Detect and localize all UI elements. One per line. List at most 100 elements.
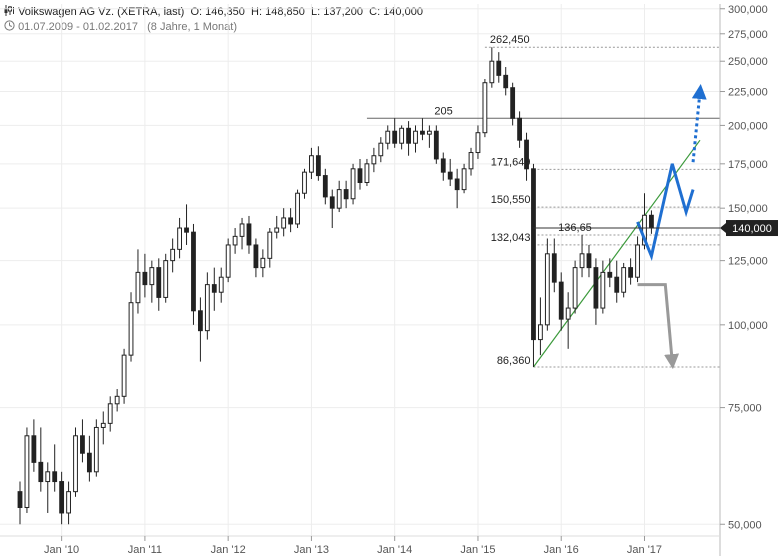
candle-body-up xyxy=(45,471,51,483)
candle-body-up xyxy=(600,271,606,309)
x-axis: Jan '10 Jan '11 Jan '12 Jan '13 Jan '14 Jan '… xyxy=(0,535,720,556)
candle-body-down xyxy=(649,214,654,229)
chart-header-row-2: 01.07.2009 - 01.02.2017 (8 Jahre, 1 Mona… xyxy=(4,20,423,35)
candle-body-up xyxy=(121,354,127,397)
level-label: 171,649 xyxy=(491,156,531,168)
candle-body-up xyxy=(385,130,391,144)
candle-body-down xyxy=(447,171,453,180)
candle-body-down xyxy=(586,253,592,269)
candle-body-down xyxy=(496,60,502,76)
candle-body-down xyxy=(357,168,363,184)
y-tick-label: 225,000 xyxy=(728,87,768,99)
bearish-scenario-arrow xyxy=(637,283,680,370)
scenario-arrows xyxy=(636,84,707,370)
y-tick-label: 50,000 xyxy=(728,519,762,531)
last-price-marker: 140,000 xyxy=(533,220,778,237)
candle-body-up xyxy=(565,307,571,320)
candle-body-down xyxy=(288,217,294,225)
candle-body-up xyxy=(489,60,495,84)
candle-body-down xyxy=(510,87,516,119)
candle-body-up xyxy=(579,253,585,269)
candle-body-up xyxy=(336,189,342,209)
level-label: 262,450 xyxy=(490,34,530,46)
candle-body-down xyxy=(433,130,439,160)
y-tick-label: 275,000 xyxy=(728,29,768,41)
candle-body-down xyxy=(17,491,23,508)
x-tick-label: Jan '10 xyxy=(44,544,79,556)
y-tick-label: 150,000 xyxy=(728,203,768,215)
y-tick-label: 100,000 xyxy=(728,320,768,332)
y-tick-label: 250,000 xyxy=(728,56,768,68)
candle-body-up xyxy=(309,155,314,173)
candle-body-down xyxy=(156,267,162,298)
candle-body-down xyxy=(593,267,599,309)
candle-body-down xyxy=(246,223,252,246)
candle-body-up xyxy=(239,223,245,237)
candle-body-down xyxy=(531,168,536,341)
x-tick-label: Jan '15 xyxy=(460,544,495,556)
candle-body-up xyxy=(149,267,155,286)
candle-body-up xyxy=(295,192,300,225)
duration: (8 Jahre, 1 Monat) xyxy=(147,21,237,33)
horizontal-levels: 262,450205171,649150,550136,65132,04386,… xyxy=(366,34,720,368)
candle-body-up xyxy=(281,217,287,229)
candle-body-down xyxy=(142,271,148,286)
candles xyxy=(17,47,654,525)
x-tick-label: Jan '11 xyxy=(128,544,162,556)
candle-body-up xyxy=(24,435,30,508)
x-tick-label: Jan '17 xyxy=(627,544,662,556)
candle-body-down xyxy=(80,435,85,454)
candle-body-down xyxy=(315,155,321,177)
candle-body-down xyxy=(343,189,349,200)
candle-body-up xyxy=(107,403,113,424)
candle-body-down xyxy=(607,271,613,278)
candle-body-down xyxy=(551,253,557,283)
candle-body-up xyxy=(302,171,307,194)
candle-body-down xyxy=(184,227,189,233)
candle-body-up xyxy=(572,267,578,309)
y-tick-label: 75,000 xyxy=(728,403,762,415)
level-label: 86,360 xyxy=(497,355,531,367)
candle-body-down xyxy=(198,310,203,332)
level-label: 132,043 xyxy=(491,232,531,244)
candle-body-up xyxy=(100,422,106,428)
candle-body-down xyxy=(191,231,196,312)
candle-body-up xyxy=(642,214,647,246)
candle-body-down xyxy=(517,117,522,141)
candle-body-up xyxy=(128,302,134,356)
y-tick-label: 200,000 xyxy=(728,120,768,132)
candle-body-down xyxy=(558,281,564,320)
candle-body-up xyxy=(232,235,238,246)
bullish-scenario-path xyxy=(636,163,695,262)
candle-body-down xyxy=(440,158,446,173)
candle-body-up xyxy=(350,168,356,200)
y-axis: 50,000 75,000 100,000 125,000 150,000 175,000… xyxy=(719,4,768,556)
candle-body-down xyxy=(614,276,620,293)
candle-body-up xyxy=(204,284,210,332)
candle-body-up xyxy=(399,127,405,144)
candle-body-down xyxy=(454,178,460,191)
candle-body-down xyxy=(38,461,44,483)
candle-body-up xyxy=(170,248,176,262)
candle-body-up xyxy=(225,244,231,278)
candle-body-down xyxy=(86,452,92,473)
candle-body-down xyxy=(420,130,425,135)
candle-body-down xyxy=(253,244,259,269)
y-tick-label: 125,000 xyxy=(728,256,768,268)
x-tick-label: Jan '12 xyxy=(211,544,246,556)
candle-body-up xyxy=(218,276,224,293)
candle-body-up xyxy=(426,130,432,135)
candle-body-down xyxy=(52,471,58,483)
x-tick-label: Jan '16 xyxy=(544,544,579,556)
date-range: 01.07.2009 - 01.02.2017 xyxy=(18,21,138,33)
candle-body-up xyxy=(378,142,384,157)
candle-body-down xyxy=(628,267,634,278)
candle-body-up xyxy=(371,155,377,165)
x-tick-label: Jan '13 xyxy=(294,544,329,556)
candle-body-up xyxy=(163,260,169,298)
candle-body-up xyxy=(475,132,481,154)
candle-body-up xyxy=(461,168,467,191)
candle-body-up xyxy=(267,231,273,259)
candle-body-down xyxy=(31,435,37,463)
